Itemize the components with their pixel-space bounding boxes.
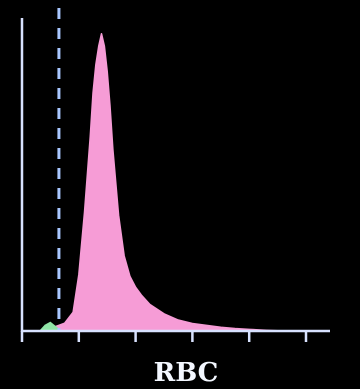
- x-axis-label: RBC: [154, 358, 219, 388]
- rbc-distribution-area: [38, 32, 293, 332]
- x-axis-ticks: [20, 331, 308, 342]
- small-particle-peak: [39, 321, 62, 331]
